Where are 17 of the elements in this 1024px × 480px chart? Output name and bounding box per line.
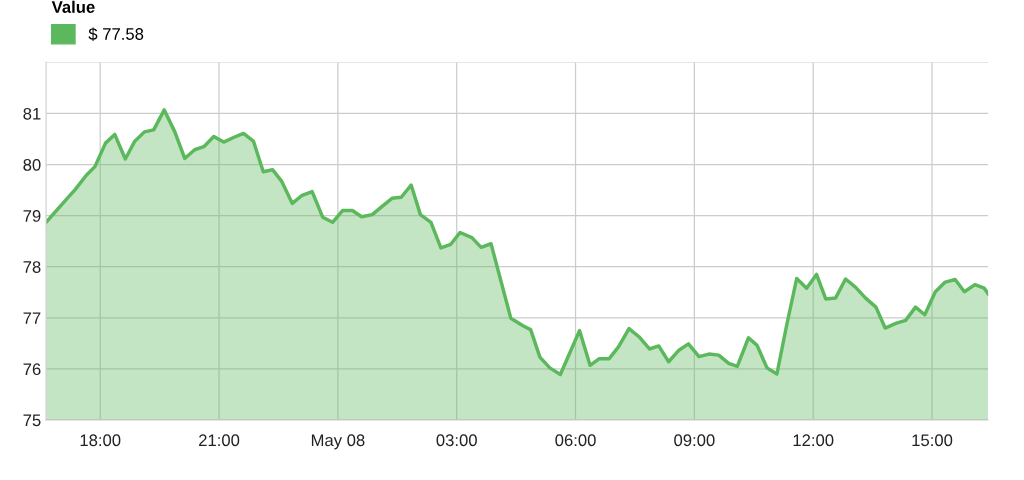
x-tick-label: 09:00 xyxy=(674,434,715,447)
x-tick-label: May 08 xyxy=(311,434,365,450)
y-tick-label: 75 xyxy=(23,414,41,427)
x-tick-label: 21:00 xyxy=(199,434,240,447)
legend-title: Value xyxy=(51,0,95,13)
x-tick-label: 03:00 xyxy=(436,434,477,447)
legend-label: $ 77.58 xyxy=(88,27,144,41)
y-tick-label: 79 xyxy=(23,210,41,222)
x-tick-label: 15:00 xyxy=(912,434,953,447)
y-tick-label: 76 xyxy=(23,363,41,376)
x-tick-label: 12:00 xyxy=(793,434,834,447)
x-tick-label: 06:00 xyxy=(555,434,596,447)
y-tick-label: 81 xyxy=(23,107,41,120)
x-tick-label: 18:00 xyxy=(80,434,121,447)
y-tick-label: 80 xyxy=(23,158,41,171)
y-tick-label: 78 xyxy=(23,261,41,273)
y-tick-label: 77 xyxy=(23,312,41,324)
